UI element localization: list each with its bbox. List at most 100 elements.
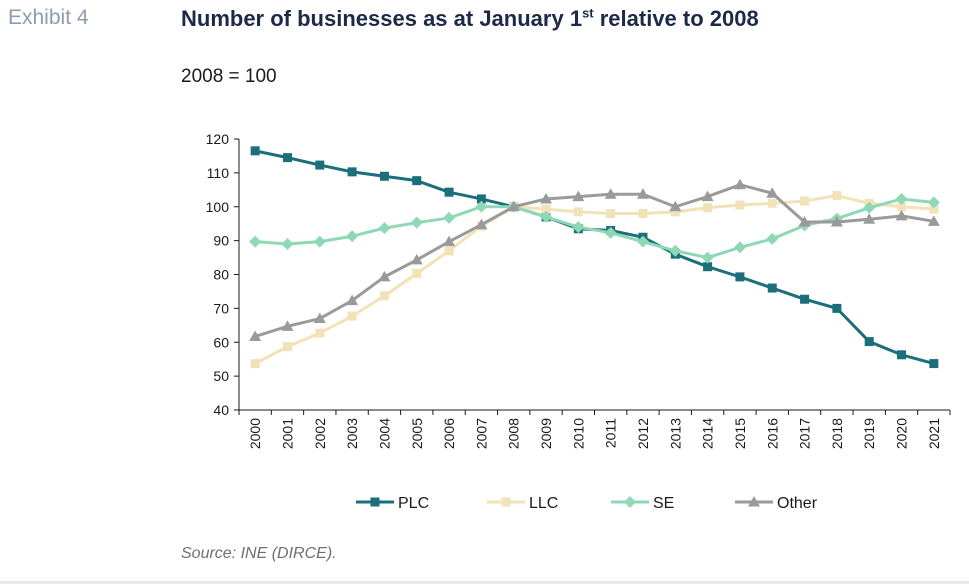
- y-tick-label: 70: [213, 300, 229, 316]
- data-point: [507, 200, 520, 212]
- data-point: [606, 209, 616, 219]
- x-tick-label: 2017: [797, 418, 813, 449]
- y-tick-label: 40: [213, 402, 229, 418]
- data-point: [282, 153, 292, 163]
- x-tick-label: 2004: [376, 418, 392, 449]
- chart-subtitle: 2008 = 100: [181, 66, 277, 87]
- data-point: [895, 209, 908, 221]
- series-other: [249, 178, 940, 341]
- x-tick-label: 2015: [732, 418, 748, 449]
- data-point: [443, 235, 456, 247]
- data-point: [573, 207, 583, 217]
- chart-title: Number of businesses as at January 1st r…: [181, 6, 759, 32]
- data-point: [748, 496, 760, 507]
- data-point: [830, 215, 843, 227]
- data-point: [638, 209, 648, 219]
- data-point: [370, 497, 380, 507]
- data-point: [895, 192, 908, 205]
- x-tick-label: 2018: [829, 418, 845, 449]
- data-point: [669, 200, 682, 212]
- data-point: [897, 202, 907, 212]
- x-tick-label: 2000: [247, 418, 263, 449]
- data-point: [735, 272, 745, 282]
- data-point: [767, 198, 777, 208]
- x-tick-label: 2005: [409, 418, 425, 449]
- data-point: [282, 342, 292, 352]
- data-point: [475, 200, 488, 213]
- legend: PLC LLC SE Other: [356, 495, 818, 512]
- data-point: [540, 210, 553, 223]
- data-point: [863, 213, 876, 224]
- title-tail: relative to 2008: [593, 6, 759, 31]
- data-point: [636, 188, 649, 199]
- data-point: [410, 216, 423, 229]
- series-plc: [250, 146, 939, 369]
- y-tick-label: 50: [213, 368, 229, 384]
- legend-label: Other: [777, 495, 818, 512]
- data-point: [701, 251, 714, 264]
- data-point: [735, 200, 745, 210]
- data-point: [572, 190, 585, 202]
- x-tick-label: 2008: [506, 418, 522, 449]
- data-point: [767, 283, 777, 293]
- data-point: [540, 192, 553, 204]
- data-point: [412, 268, 422, 278]
- x-tick-label: 2019: [861, 418, 877, 449]
- series-line: [254, 149, 935, 366]
- title-superscript: st: [582, 5, 594, 21]
- data-point: [929, 204, 939, 214]
- data-point: [733, 241, 746, 254]
- legend-label: SE: [653, 495, 674, 512]
- x-tick-label: 2003: [344, 418, 360, 449]
- x-tick-label: 2020: [894, 418, 910, 449]
- data-point: [250, 146, 260, 156]
- data-point: [766, 232, 779, 245]
- data-point: [476, 194, 486, 204]
- data-point: [636, 235, 649, 248]
- data-point: [800, 294, 810, 304]
- data-point: [315, 160, 325, 170]
- y-tick-label: 110: [207, 165, 230, 181]
- y-tick-label: 100: [206, 199, 230, 215]
- data-point: [443, 211, 456, 224]
- legend-item-se: SE: [611, 495, 674, 512]
- data-point: [249, 235, 262, 248]
- y-tick-label: 60: [213, 334, 229, 350]
- data-point: [475, 218, 488, 230]
- data-point: [347, 167, 357, 177]
- x-tick-label: 2001: [279, 418, 295, 449]
- y-tick-label: 120: [206, 131, 230, 147]
- data-point: [624, 496, 636, 508]
- data-point: [410, 253, 423, 265]
- data-point: [346, 294, 359, 306]
- data-point: [346, 230, 359, 243]
- data-point: [378, 270, 391, 282]
- series-layer: [249, 146, 940, 369]
- data-point: [733, 178, 746, 190]
- data-point: [864, 337, 874, 347]
- data-point: [501, 497, 511, 507]
- data-point: [927, 196, 940, 209]
- legend-item-plc: PLC: [356, 495, 429, 512]
- data-point: [250, 359, 260, 369]
- legend-label: PLC: [398, 495, 429, 512]
- x-tick-label: 2013: [667, 418, 683, 449]
- y-tick-label: 80: [213, 267, 229, 283]
- data-point: [927, 215, 940, 226]
- data-point: [412, 176, 422, 186]
- legend-item-llc: LLC: [487, 495, 558, 512]
- data-point: [378, 222, 391, 235]
- data-point: [604, 226, 617, 239]
- x-tick-label: 2016: [764, 418, 780, 449]
- data-point: [832, 303, 842, 313]
- x-tick-label: 2009: [538, 418, 554, 449]
- data-point: [444, 246, 454, 256]
- exhibit-label: Exhibit 4: [8, 6, 89, 29]
- x-tick-label: 2021: [926, 418, 942, 449]
- data-point: [249, 330, 262, 341]
- data-point: [604, 188, 617, 199]
- data-point: [313, 312, 326, 324]
- data-point: [313, 235, 326, 248]
- data-point: [379, 291, 389, 301]
